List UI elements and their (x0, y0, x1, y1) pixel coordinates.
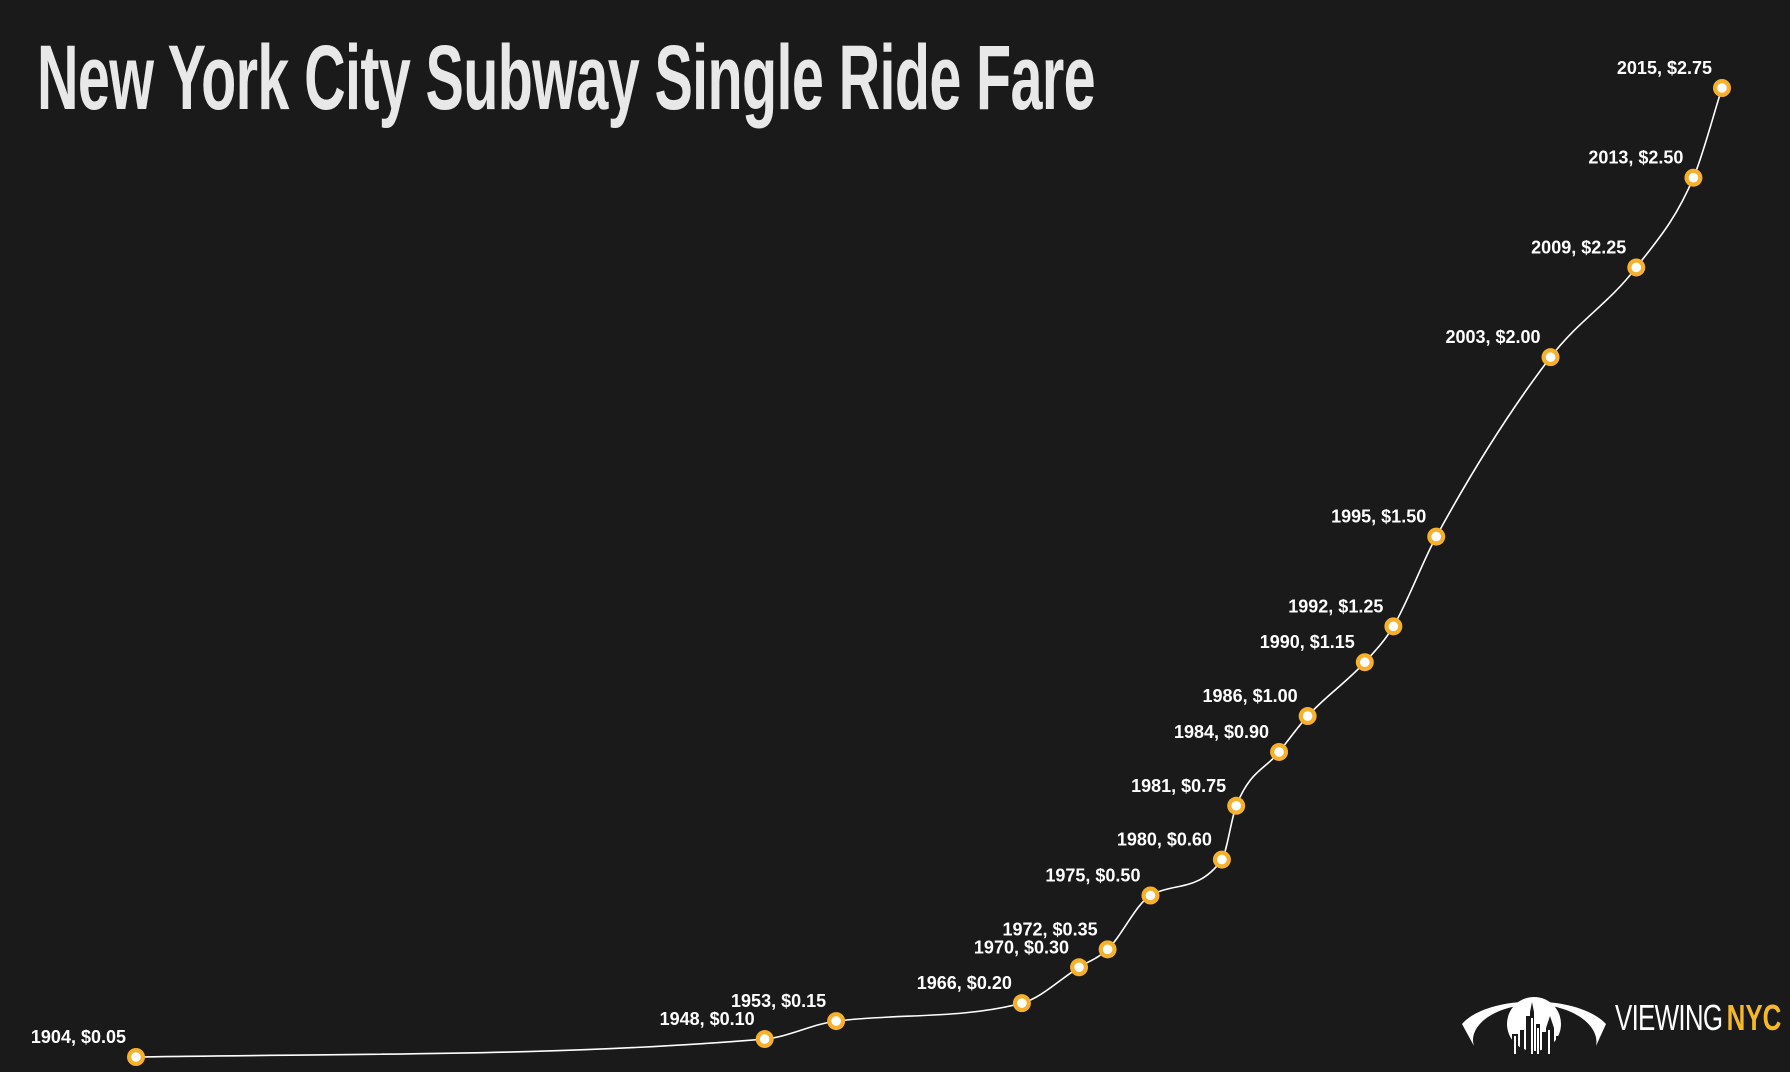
data-point-label: 1980, $0.60 (1117, 830, 1212, 850)
logo-wordmark: VIEWING NYC (1615, 996, 1781, 1040)
data-point: 2015, $2.75 (1617, 58, 1731, 97)
chart-title: New York City Subway Single Ride Fare (37, 27, 1096, 129)
data-point: 1975, $0.50 (1045, 866, 1160, 905)
data-point: 1981, $0.75 (1131, 776, 1246, 815)
data-point: 2013, $2.50 (1588, 148, 1703, 187)
data-point-label: 2009, $2.25 (1531, 237, 1626, 257)
data-point-label: 1995, $1.50 (1331, 507, 1426, 527)
data-point: 1990, $1.15 (1260, 632, 1374, 672)
data-point: 1970, $0.30 (974, 937, 1089, 977)
viewing-nyc-logo: VIEWING NYC (1458, 988, 1781, 1058)
data-point-label: 2013, $2.50 (1588, 148, 1683, 168)
fare-trend-line (135, 87, 1723, 1058)
data-point-label: 1904, $0.05 (31, 1027, 126, 1047)
logo-text-viewing: VIEWING (1615, 997, 1723, 1038)
data-point-label: 2003, $2.00 (1445, 327, 1540, 347)
data-point: 1980, $0.60 (1117, 830, 1231, 869)
data-point-label: 1953, $0.15 (731, 991, 826, 1011)
data-point-label: 1948, $0.10 (660, 1009, 755, 1029)
data-point: 1984, $0.90 (1174, 722, 1289, 761)
data-point-label: 1975, $0.50 (1045, 866, 1140, 886)
data-point-label: 1972, $0.35 (1003, 919, 1098, 939)
data-point-label: 2015, $2.75 (1617, 58, 1712, 78)
data-point: 1992, $1.25 (1288, 596, 1403, 636)
data-point-label: 1984, $0.90 (1174, 722, 1269, 742)
data-point: 1972, $0.35 (1003, 919, 1117, 959)
eye-skyline-icon (1462, 997, 1606, 1054)
data-point: 1904, $0.05 (31, 1027, 145, 1066)
data-point: 2009, $2.25 (1531, 237, 1646, 277)
logo-text-nyc: NYC (1726, 997, 1782, 1038)
data-point: 2003, $2.00 (1445, 327, 1560, 367)
data-point: 1966, $0.20 (917, 973, 1031, 1013)
data-point-label: 1986, $1.00 (1203, 686, 1298, 706)
data-point: 1948, $0.10 (660, 1009, 774, 1049)
data-point-label: 1990, $1.15 (1260, 632, 1355, 652)
data-point-label: 1966, $0.20 (917, 973, 1012, 993)
data-point-label: 1970, $0.30 (974, 937, 1069, 957)
data-point: 1953, $0.15 (731, 991, 846, 1031)
data-point: 1995, $1.50 (1331, 507, 1446, 546)
data-point-label: 1992, $1.25 (1288, 596, 1383, 616)
data-point: 1986, $1.00 (1203, 686, 1317, 726)
data-point-label: 1981, $0.75 (1131, 776, 1226, 796)
